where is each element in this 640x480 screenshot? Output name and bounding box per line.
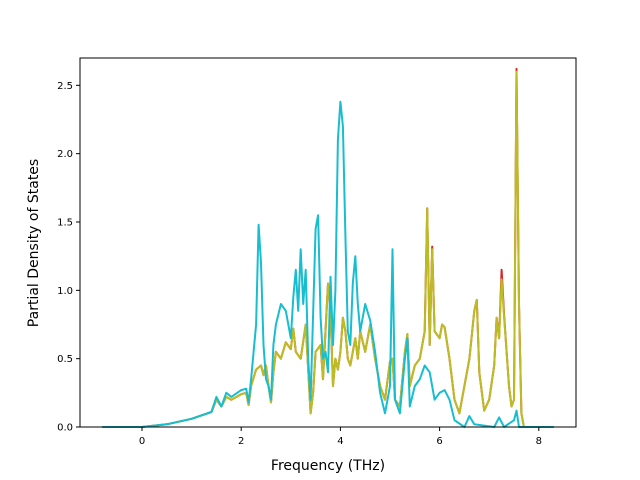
y-tick-label: 2.0	[57, 149, 73, 160]
y-tick-label: 0.0	[57, 423, 73, 434]
x-tick-label: 4	[337, 436, 343, 447]
y-tick-label: 1.0	[57, 286, 73, 297]
ticks-layer: 0 2 4 6 8 0.0 0.5 1.0 1.5 2.0 2.5	[57, 81, 542, 447]
y-tick-label: 1.5	[57, 218, 73, 229]
x-tick-label: 2	[238, 436, 244, 447]
x-tick-label: 0	[139, 436, 145, 447]
series-line-2	[102, 100, 554, 428]
plot-frame	[79, 57, 577, 428]
y-tick-label: 0.5	[57, 354, 73, 365]
y-tick-label: 2.5	[57, 81, 73, 92]
series-layer	[102, 67, 554, 428]
x-tick-label: 6	[436, 436, 442, 447]
y-axis-label: Partial Density of States	[26, 159, 42, 327]
x-tick-label: 8	[536, 436, 542, 447]
x-axis-label: Frequency (THz)	[271, 458, 385, 474]
